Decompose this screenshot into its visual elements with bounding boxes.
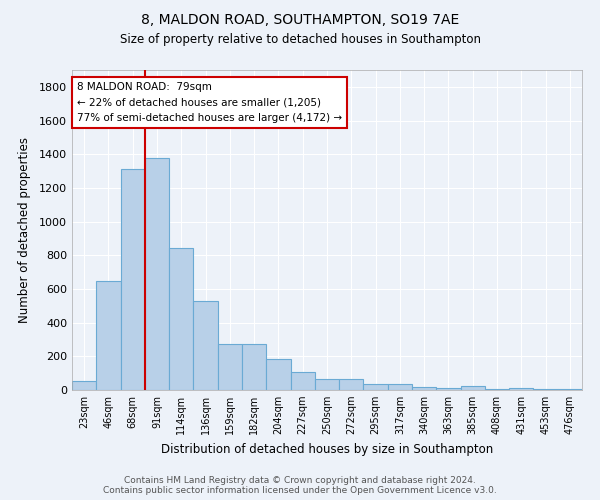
Bar [558, 389, 582, 390]
Bar [412, 386, 436, 390]
Bar [72, 380, 96, 390]
Bar [509, 388, 533, 390]
Bar [436, 388, 461, 390]
Bar [96, 282, 121, 390]
Bar [266, 359, 290, 390]
Bar [339, 379, 364, 390]
Bar [242, 344, 266, 390]
Bar [364, 384, 388, 390]
X-axis label: Distribution of detached houses by size in Southampton: Distribution of detached houses by size … [161, 442, 493, 456]
Text: Contains public sector information licensed under the Open Government Licence v3: Contains public sector information licen… [103, 486, 497, 495]
Bar [193, 300, 218, 390]
Bar [315, 379, 339, 390]
Y-axis label: Number of detached properties: Number of detached properties [17, 137, 31, 323]
Bar [290, 372, 315, 390]
Text: Contains HM Land Registry data © Crown copyright and database right 2024.: Contains HM Land Registry data © Crown c… [124, 476, 476, 485]
Bar [461, 386, 485, 390]
Bar [121, 170, 145, 390]
Bar [533, 389, 558, 390]
Bar [485, 389, 509, 390]
Bar [388, 384, 412, 390]
Text: 8, MALDON ROAD, SOUTHAMPTON, SO19 7AE: 8, MALDON ROAD, SOUTHAMPTON, SO19 7AE [141, 12, 459, 26]
Bar [169, 248, 193, 390]
Text: Size of property relative to detached houses in Southampton: Size of property relative to detached ho… [119, 32, 481, 46]
Text: 8 MALDON ROAD:  79sqm
← 22% of detached houses are smaller (1,205)
77% of semi-d: 8 MALDON ROAD: 79sqm ← 22% of detached h… [77, 82, 342, 123]
Bar [145, 158, 169, 390]
Bar [218, 344, 242, 390]
